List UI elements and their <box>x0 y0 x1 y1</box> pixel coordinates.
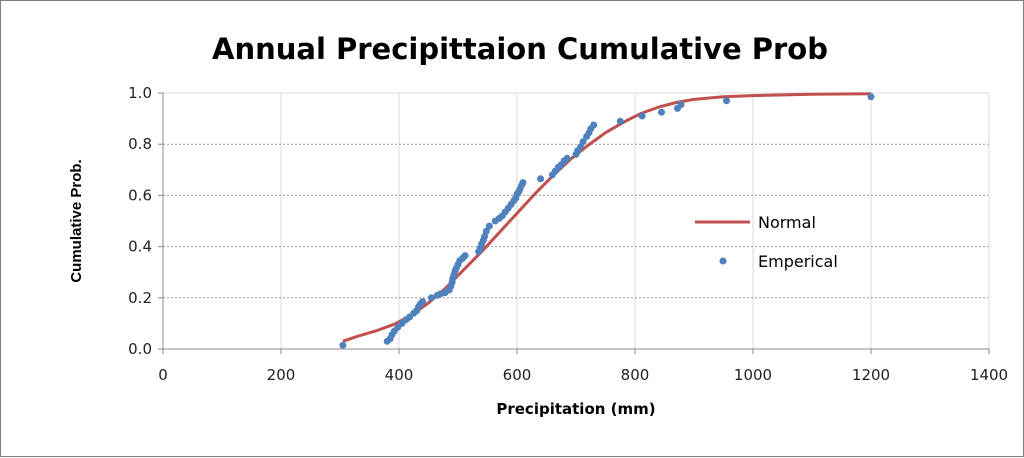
axes <box>162 93 989 350</box>
chart-title: Annual Precipittaion Cumulative Prob <box>212 32 828 66</box>
y-tick-label: 1.0 <box>128 84 152 102</box>
emperical-point <box>537 175 545 183</box>
y-axis-label: Cumulative Prob. <box>68 159 85 282</box>
emperical-point <box>658 108 665 116</box>
y-tick-label: 0.6 <box>128 186 152 204</box>
emperical-point <box>577 143 585 151</box>
emperical-point <box>590 121 598 129</box>
y-tick-label: 0.8 <box>128 135 152 153</box>
emperical-point <box>419 298 427 306</box>
y-tick-label: 0.0 <box>128 340 152 358</box>
x-tick-label: 1000 <box>734 366 772 384</box>
emperical-point <box>638 112 646 120</box>
grid <box>163 92 990 349</box>
x-tick-label: 1400 <box>970 366 1008 384</box>
emperical-point <box>616 117 624 125</box>
x-axis-label: Precipitation (mm) <box>496 400 655 418</box>
emperical-point <box>867 93 875 101</box>
series <box>339 92 875 349</box>
plot-area <box>162 92 990 350</box>
emperical-point <box>482 227 490 235</box>
emperical-point <box>427 294 435 302</box>
legend-label-normal: Normal <box>758 213 816 232</box>
tick-labels: 0 200 400 600 800 1000 1200 1400 0.0 0.2 0.4 0.6 0.8… <box>128 84 1008 384</box>
emperical-point <box>677 101 685 108</box>
emperical-point <box>519 179 527 187</box>
y-tick-label: 0.4 <box>128 238 152 256</box>
legend-swatch-emperical <box>719 257 727 265</box>
emperical-point <box>723 97 730 105</box>
x-tick-label: 400 <box>385 366 414 384</box>
x-tick-label: 200 <box>267 366 296 384</box>
legend-label-emperical: Emperical <box>758 252 838 271</box>
emperical-point <box>339 341 347 349</box>
legend: Normal Emperical <box>695 213 838 271</box>
emperical-point <box>461 252 469 260</box>
x-tick-label: 1200 <box>852 366 890 384</box>
x-tick-label: 800 <box>621 366 650 384</box>
emperical-point <box>485 222 493 230</box>
x-tick-label: 600 <box>503 366 532 384</box>
y-tick-label: 0.2 <box>128 289 152 307</box>
emperical-point <box>579 138 587 146</box>
x-tick-label: 0 <box>158 366 168 384</box>
emperical-point <box>563 154 571 162</box>
